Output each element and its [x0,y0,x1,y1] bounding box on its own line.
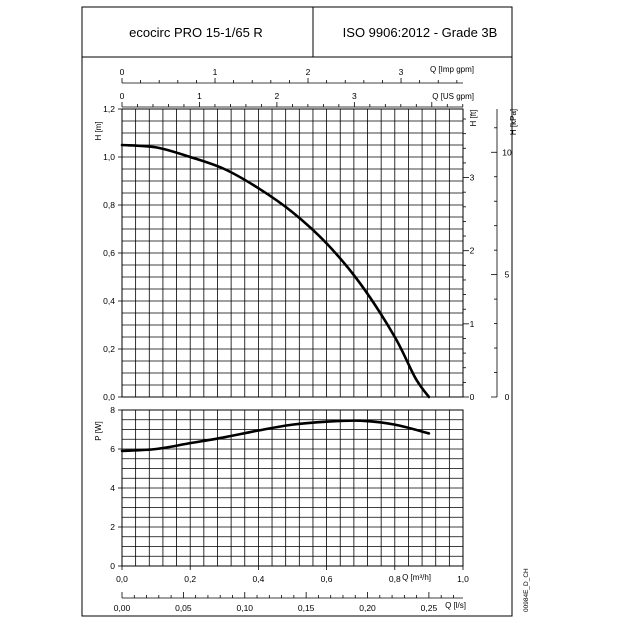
us-gpm-axis-tick-label: 2 [275,91,280,101]
ls-axis-tick-label: 0,00 [114,603,131,613]
sheet-border [81,6,513,617]
head-y-ticks: 0,0 0,2 0,4 0,6 0,8 1,0 1,2 [103,104,122,402]
power-y-tick-label: 2 [110,522,115,532]
power-chart-grid [122,410,463,566]
m3h-axis-tick-label: 1,0 [457,574,469,584]
ls-axis-label: Q [l/s] [445,601,466,610]
m3h-axis-tick-label: 0,2 [184,574,196,584]
ls-axis-tick-label: 0,10 [236,603,253,613]
document-code: 00984E_D_CH [523,568,530,612]
power-curve-line [120,419,431,453]
ls-axis-tick-label: 0,15 [298,603,315,613]
ls-axis-tick-label: 0,05 [175,603,192,613]
head-y-tick-label: 0,4 [103,296,115,306]
m3h-axis-tick-label: 0,0 [116,574,128,584]
m3h-axis-tick-label: 0,6 [321,574,333,584]
ls-axis-tick-label: 0,25 [421,603,438,613]
us-gpm-axis-label: Q [US gpm] [432,92,474,101]
kpa-axis-tick-label: 5 [505,270,510,280]
imp-gpm-axis-tick-label: 3 [399,67,404,77]
imp-gpm-axis-tick-label: 0 [120,67,125,77]
power-y-tick-label: 6 [110,444,115,454]
feet-axis: 0 1 2 3 [462,109,475,402]
power-y-axis-label: P [W] [94,421,103,440]
head-y-tick-label: 1,2 [103,104,115,114]
head-curve-line [120,143,431,399]
m3h-axis-tick-label: 0,8 [389,574,401,584]
feet-axis-tick-label: 1 [470,319,475,329]
head-chart-grid [122,109,463,397]
imp-gpm-axis-tick-label: 2 [306,67,311,77]
head-y-tick-label: 1,0 [103,152,115,162]
kpa-axis-tick-label: 0 [505,392,510,402]
ls-axis-tick-label: 0,20 [359,603,376,613]
power-y-tick-label: 4 [110,483,115,493]
feet-axis-tick-label: 3 [470,173,475,183]
m3h-axis-label: Q [m³/h] [402,573,431,582]
feet-axis-label: H [ft] [469,110,478,127]
imp-gpm-axis-label: Q [Imp gpm] [430,65,474,74]
imp-gpm-axis: 0 1 2 3 [120,67,458,83]
imp-gpm-axis-tick-label: 1 [213,67,218,77]
us-gpm-axis-tick-label: 1 [197,91,202,101]
head-y-axis-label: H [m] [94,121,103,140]
head-y-tick-label: 0,6 [103,248,115,258]
us-gpm-axis: 0 1 2 3 [120,91,464,107]
standard-label: ISO 9906:2012 - Grade 3B [343,25,498,40]
feet-axis-tick-label: 0 [470,392,475,402]
power-y-tick-label: 0 [110,561,115,571]
head-y-tick-label: 0,0 [103,392,115,402]
power-y-ticks: 0 2 4 6 8 [110,405,122,571]
us-gpm-axis-tick-label: 0 [120,91,125,101]
kpa-axis: 0 5 10 [491,109,512,402]
us-gpm-axis-tick-label: 3 [352,91,357,101]
kpa-axis-label: H [kPa] [509,109,518,135]
product-title: ecocirc PRO 15-1/65 R [129,25,263,40]
head-y-tick-label: 0,8 [103,200,115,210]
m3h-axis: 0,0 0,2 0,4 0,6 0,8 1,0 [116,566,469,584]
power-y-tick-label: 8 [110,405,115,415]
feet-axis-tick-label: 2 [470,246,475,256]
head-y-tick-label: 0,2 [103,344,115,354]
m3h-axis-tick-label: 0,4 [252,574,264,584]
ls-axis: 0,00 0,05 0,10 0,15 0,20 0,25 [114,592,454,613]
kpa-axis-tick-label: 10 [502,147,512,157]
